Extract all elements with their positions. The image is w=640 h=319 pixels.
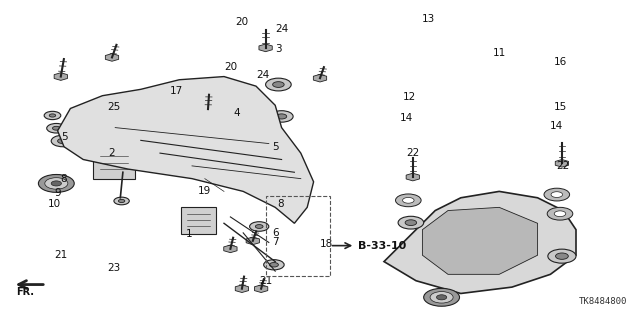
Text: 8: 8 xyxy=(61,174,67,184)
Circle shape xyxy=(273,170,284,175)
Circle shape xyxy=(544,188,570,201)
Circle shape xyxy=(430,292,453,303)
Circle shape xyxy=(255,225,263,228)
Text: 20: 20 xyxy=(236,17,248,27)
Circle shape xyxy=(551,192,563,197)
PathPatch shape xyxy=(384,191,576,293)
Circle shape xyxy=(548,249,576,263)
Circle shape xyxy=(47,123,66,133)
Text: 11: 11 xyxy=(493,48,506,58)
Circle shape xyxy=(118,199,125,203)
Circle shape xyxy=(49,114,56,117)
Polygon shape xyxy=(236,285,248,293)
Polygon shape xyxy=(255,285,268,293)
Circle shape xyxy=(424,288,460,306)
Text: 14: 14 xyxy=(400,113,413,123)
Circle shape xyxy=(556,253,568,259)
Text: 10: 10 xyxy=(48,199,61,209)
Text: 8: 8 xyxy=(277,199,284,209)
Circle shape xyxy=(273,82,284,87)
Text: 2: 2 xyxy=(109,148,115,158)
Text: 5: 5 xyxy=(61,132,67,142)
Text: 21: 21 xyxy=(259,276,272,286)
Circle shape xyxy=(396,194,421,207)
Circle shape xyxy=(398,216,424,229)
Polygon shape xyxy=(54,73,67,80)
Text: 6: 6 xyxy=(272,228,278,238)
Text: TK8484800: TK8484800 xyxy=(579,297,627,306)
Circle shape xyxy=(260,163,296,181)
Text: 17: 17 xyxy=(170,86,182,96)
Text: 20: 20 xyxy=(224,62,237,72)
Text: 16: 16 xyxy=(554,57,566,67)
Circle shape xyxy=(270,111,293,122)
Circle shape xyxy=(436,295,447,300)
Text: 12: 12 xyxy=(403,92,416,102)
Text: FR.: FR. xyxy=(17,287,35,297)
Text: 23: 23 xyxy=(108,263,120,273)
Circle shape xyxy=(51,135,74,147)
Text: 24: 24 xyxy=(275,24,288,34)
Polygon shape xyxy=(314,74,326,82)
Text: 4: 4 xyxy=(234,108,240,118)
Text: 15: 15 xyxy=(554,102,566,112)
Circle shape xyxy=(403,197,414,203)
Circle shape xyxy=(554,211,566,217)
Circle shape xyxy=(51,181,61,186)
Circle shape xyxy=(45,178,68,189)
Text: 3: 3 xyxy=(275,44,282,55)
Polygon shape xyxy=(58,77,314,223)
Circle shape xyxy=(44,111,61,120)
Circle shape xyxy=(58,138,68,144)
Polygon shape xyxy=(202,105,214,113)
Circle shape xyxy=(276,114,287,119)
Polygon shape xyxy=(224,245,237,253)
Text: 22: 22 xyxy=(557,161,570,171)
Circle shape xyxy=(267,167,290,178)
Text: 1: 1 xyxy=(186,229,192,240)
Text: 14: 14 xyxy=(550,121,563,131)
Polygon shape xyxy=(556,160,568,167)
Circle shape xyxy=(264,260,284,270)
Circle shape xyxy=(114,197,129,205)
Text: 19: 19 xyxy=(198,186,211,197)
Text: 5: 5 xyxy=(272,142,278,152)
Text: 24: 24 xyxy=(256,70,269,80)
Text: 7: 7 xyxy=(272,237,278,248)
Text: 18: 18 xyxy=(320,239,333,249)
Polygon shape xyxy=(246,237,259,245)
Text: 21: 21 xyxy=(54,250,67,260)
Text: B-33-10: B-33-10 xyxy=(358,241,406,251)
Text: 13: 13 xyxy=(422,14,435,24)
FancyBboxPatch shape xyxy=(180,207,216,234)
FancyBboxPatch shape xyxy=(93,146,135,179)
Circle shape xyxy=(38,174,74,192)
Circle shape xyxy=(547,207,573,220)
Polygon shape xyxy=(106,54,118,61)
Text: 9: 9 xyxy=(54,188,61,198)
Text: 25: 25 xyxy=(108,102,120,112)
Polygon shape xyxy=(406,173,419,181)
Polygon shape xyxy=(259,44,272,52)
PathPatch shape xyxy=(422,207,538,274)
Text: 22: 22 xyxy=(406,148,419,158)
Circle shape xyxy=(269,263,278,267)
Circle shape xyxy=(405,220,417,226)
Circle shape xyxy=(266,78,291,91)
Circle shape xyxy=(250,222,269,231)
Circle shape xyxy=(52,126,60,130)
